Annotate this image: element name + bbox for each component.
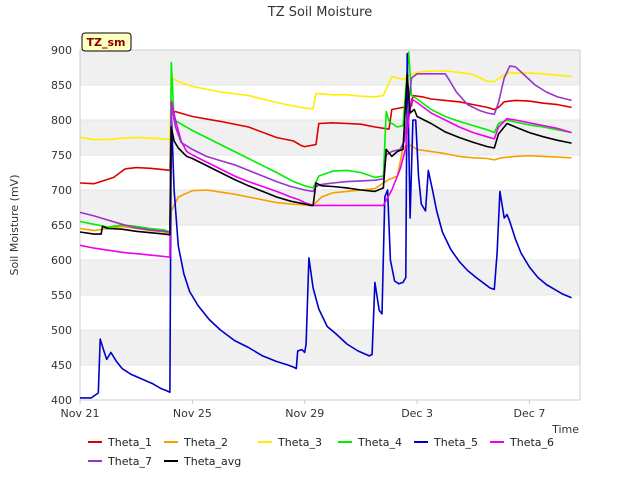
x-tick-4: Dec 7 [514,407,546,420]
y-tick-700: 700 [51,184,72,197]
y-tick-900: 900 [51,44,72,57]
y-tick-800: 800 [51,114,72,127]
x-tick-2: Nov 29 [285,407,324,420]
site-badge-label: TZ_sm [87,36,126,49]
band-0 [80,50,580,85]
series-line-theta-avg [79,73,572,236]
series-line-theta-5 [80,52,572,399]
y-tick-500: 500 [51,324,72,337]
site-badge: TZ_sm [81,32,132,52]
x-tick-labels: Nov 21 Nov 25 Nov 29 Dec 3 Dec 7 [61,400,546,420]
y-tick-600: 600 [51,254,72,267]
series-line-theta-1 [79,94,572,185]
legend-label-theta-1: Theta_1 [107,436,152,449]
y-tick-850: 850 [51,79,72,92]
legend-label-theta-avg: Theta_avg [183,455,241,468]
series-line-theta-7 [79,65,572,233]
series-line-theta-2 [79,144,572,235]
legend-label-theta-7: Theta_7 [107,455,152,468]
y-tick-labels: 400 450 500 550 600 650 700 750 800 850 900 [51,44,72,407]
legend: Theta_1 Theta_2 Theta_3 Theta_4 Theta_5 Theta… [88,436,554,468]
x-tick-3: Dec 3 [401,407,433,420]
chart-title: TZ Soil Moisture [267,5,373,20]
background-bands [80,50,580,365]
series-lines [79,51,572,399]
y-tick-450: 450 [51,359,72,372]
band-4 [80,330,580,365]
band-3 [80,260,580,295]
site-badge-box [81,32,132,52]
x-axis-label: Time [551,423,579,436]
legend-label-theta-3: Theta_3 [277,436,322,449]
y-tick-550: 550 [51,289,72,302]
plot-frame [79,49,581,401]
y-axis-label: Soil Moisture (mV) [8,175,21,276]
x-tick-1: Nov 25 [173,407,212,420]
x-tick-0: Nov 21 [61,407,100,420]
series-line-theta-3 [79,70,572,141]
legend-label-theta-4: Theta_4 [357,436,402,449]
legend-label-theta-5: Theta_5 [433,436,478,449]
legend-label-theta-2: Theta_2 [183,436,228,449]
legend-label-theta-6: Theta_6 [509,436,554,449]
y-tick-650: 650 [51,219,72,232]
y-tick-750: 750 [51,149,72,162]
band-2 [80,190,580,225]
y-tick-400: 400 [51,394,72,407]
